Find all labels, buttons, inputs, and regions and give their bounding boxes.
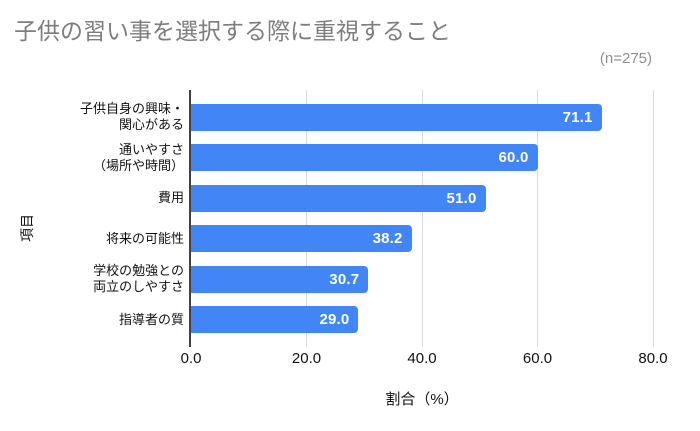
bar-value-label: 71.1 — [562, 108, 593, 126]
bar-value-label: 51.0 — [446, 189, 477, 207]
bar: 30.7 — [191, 265, 369, 293]
category-label: 費用 — [157, 190, 184, 205]
category-label: 学校の勉強との 両立のしやすさ — [93, 263, 184, 294]
bar-value-label: 38.2 — [372, 230, 403, 247]
gridline — [652, 90, 654, 347]
bar: 71.1 — [191, 103, 602, 131]
category-label: 子供自身の興味・ 関心がある — [79, 101, 184, 132]
x-tick-label: 40.0 — [407, 350, 437, 367]
category-axis: 子供自身の興味・ 関心がある通いやすさ （場所や時間） 費用将来の可能性学校の勉強… — [0, 90, 184, 343]
bar: 60.0 — [191, 144, 538, 171]
bar-value-label: 30.7 — [329, 270, 360, 288]
x-axis-title: 割合（%） — [385, 391, 459, 408]
chart-title: 子供の習い事を選択する際に重視すること — [14, 18, 451, 44]
category-label: 将来の可能性 — [105, 230, 184, 246]
plot-area: 71.1 60.0 51.0 38.2 30.7 29.0 — [189, 90, 654, 347]
gridline — [306, 90, 307, 347]
x-tick-label: 20.0 — [291, 350, 322, 367]
bar: 29.0 — [191, 306, 359, 333]
y-axis-line — [189, 90, 191, 347]
bar-value-label: 29.0 — [319, 311, 350, 328]
category-label: 指導者の質 — [118, 311, 184, 327]
sample-size-label: (n=275) — [599, 50, 652, 67]
gridline — [421, 90, 423, 347]
x-tick-label: 80.0 — [638, 350, 668, 367]
x-tick-label: 60.0 — [522, 350, 553, 367]
x-tick-label: 0.0 — [180, 350, 202, 367]
category-label: 通いやすさ （場所や時間） — [92, 141, 184, 173]
bar: 38.2 — [191, 225, 412, 252]
bar-value-label: 60.0 — [498, 149, 529, 166]
bar: 51.0 — [191, 184, 486, 212]
gridline — [537, 90, 538, 347]
